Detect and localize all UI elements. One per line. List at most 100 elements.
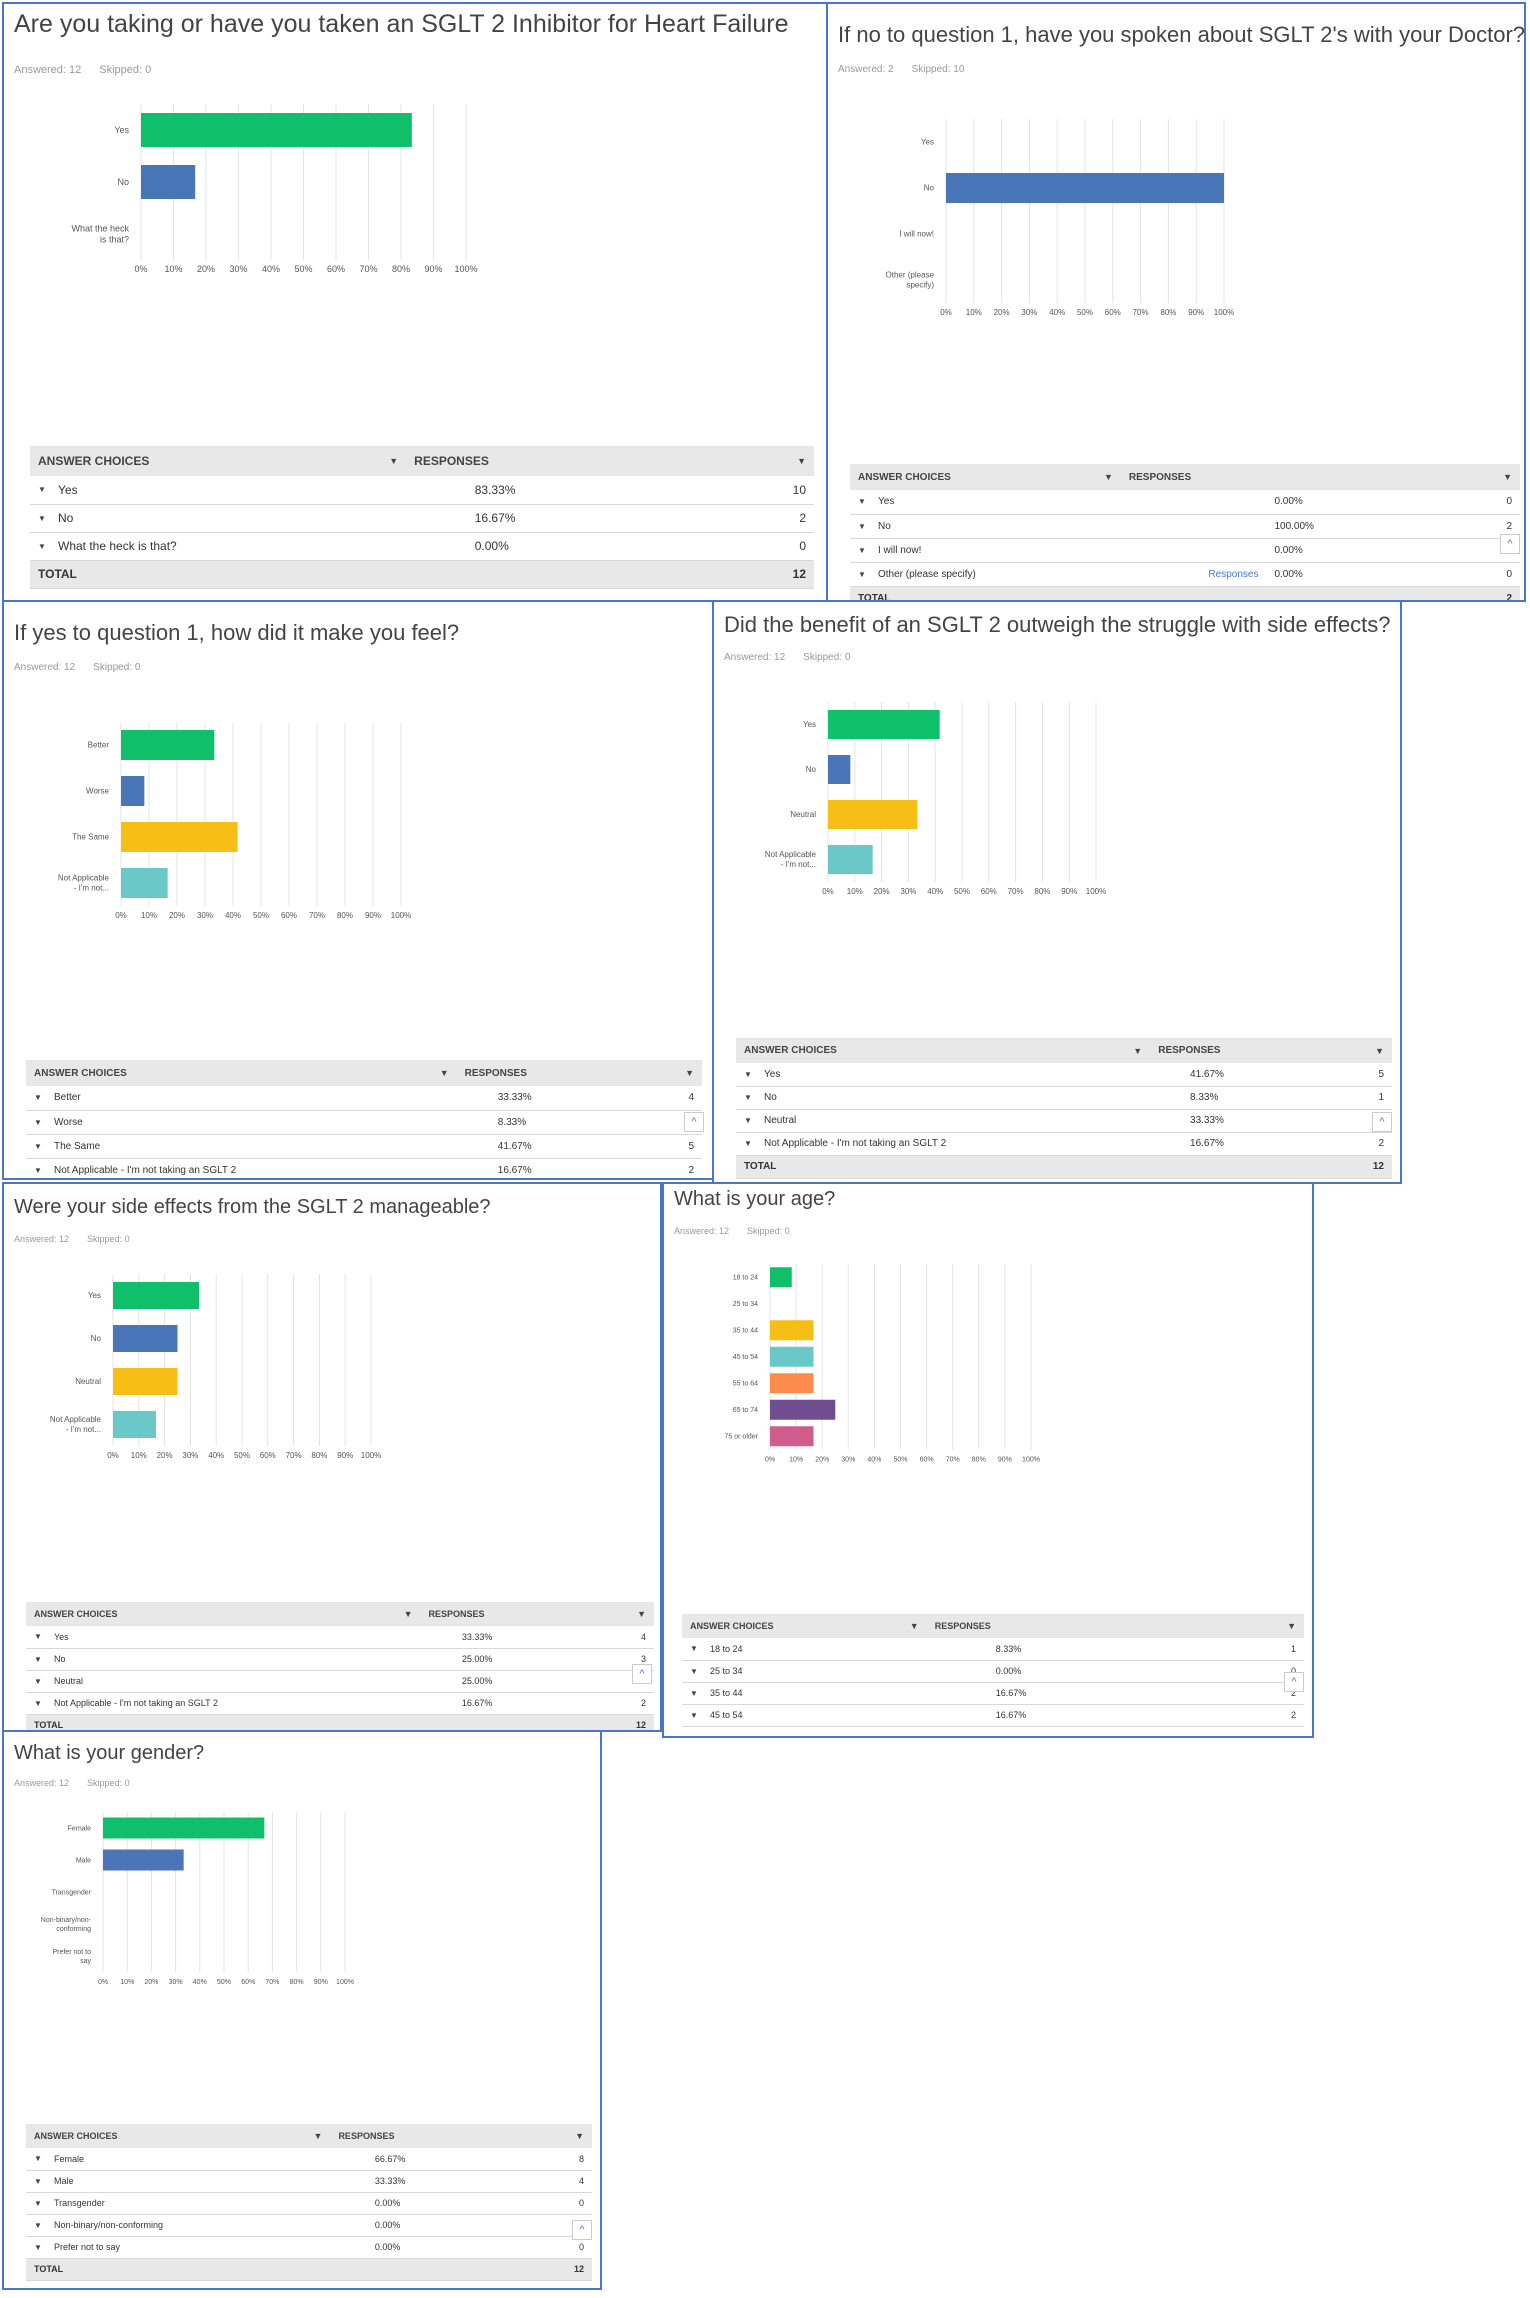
bar[interactable]: [141, 113, 412, 147]
answer-choices-header[interactable]: ANSWER CHOICES ▼: [30, 446, 407, 476]
bar[interactable]: [828, 845, 873, 874]
bar[interactable]: [113, 1282, 199, 1309]
expand-caret-icon[interactable]: ▼: [26, 1692, 46, 1715]
expand-caret-icon[interactable]: ▼: [682, 1682, 702, 1705]
expand-caret-icon[interactable]: ▼: [850, 538, 870, 563]
expand-caret-icon[interactable]: ▼: [850, 514, 870, 539]
bar[interactable]: [121, 822, 238, 852]
expand-caret-icon[interactable]: ▼: [682, 1660, 702, 1683]
answer-choices-header[interactable]: ANSWER CHOICES ▼: [26, 2124, 331, 2148]
bar[interactable]: [770, 1346, 814, 1367]
responses-header[interactable]: RESPONSES ▼: [420, 1602, 654, 1626]
bar[interactable]: [113, 1325, 178, 1352]
table-row[interactable]: ▼ What the heck is that? 0.00% 0: [30, 532, 814, 561]
expand-caret-icon[interactable]: ▼: [26, 1110, 46, 1135]
table-row[interactable]: ▼ Better 33.33% 4: [26, 1086, 702, 1111]
table-row[interactable]: ▼ Not Applicable - I'm not taking an SGLT…: [736, 1132, 1392, 1156]
bar[interactable]: [770, 1267, 792, 1288]
table-row[interactable]: ▼ Not Applicable - I'm not taking an SGLT…: [26, 1692, 654, 1715]
table-row[interactable]: ▼ No 16.67% 2: [30, 504, 814, 533]
sort-caret-icon[interactable]: ▼: [575, 2131, 584, 2141]
table-row[interactable]: ▼ Not Applicable - I'm not taking an SGLT…: [26, 1158, 702, 1178]
bar[interactable]: [121, 868, 168, 898]
responses-header[interactable]: RESPONSES ▼: [1120, 464, 1520, 490]
sort-caret-icon[interactable]: ▼: [1287, 1621, 1296, 1631]
expand-caret-icon[interactable]: ▼: [30, 532, 50, 561]
expand-caret-icon[interactable]: ▼: [30, 504, 50, 533]
sort-caret-icon[interactable]: ▼: [1133, 1045, 1143, 1056]
table-row[interactable]: ▼ Yes 41.67% 5: [736, 1063, 1392, 1087]
bar[interactable]: [946, 173, 1224, 203]
bar[interactable]: [113, 1368, 178, 1395]
expand-caret-icon[interactable]: ▼: [26, 2214, 46, 2237]
bar[interactable]: [770, 1320, 814, 1341]
bar[interactable]: [770, 1426, 814, 1447]
responses-header[interactable]: RESPONSES ▼: [406, 446, 814, 476]
q2-scroll-up-button[interactable]: ^: [1500, 534, 1520, 554]
table-row[interactable]: ▼I will now!0.00%0: [850, 538, 1520, 563]
answer-choices-header[interactable]: ANSWER CHOICES ▼: [26, 1602, 421, 1626]
expand-caret-icon[interactable]: ▼: [26, 1086, 46, 1111]
responses-header[interactable]: RESPONSES ▼: [1150, 1038, 1392, 1063]
answer-choices-header[interactable]: ANSWER CHOICES ▼: [736, 1038, 1151, 1063]
bar[interactable]: [103, 1849, 184, 1871]
table-row[interactable]: ▼ Female 66.67% 8: [26, 2148, 592, 2171]
table-row[interactable]: ▼ No 100.00% 2: [850, 514, 1520, 539]
table-row[interactable]: ▼ The Same 41.67% 5: [26, 1134, 702, 1159]
responses-link[interactable]: Responses: [1120, 562, 1267, 587]
q5-scroll-up-button[interactable]: ^: [632, 1664, 652, 1684]
table-row[interactable]: ▼ Yes 83.33% 10: [30, 476, 814, 505]
bar[interactable]: [103, 1817, 265, 1839]
answer-choices-header[interactable]: ANSWER CHOICES ▼: [682, 1614, 927, 1638]
expand-caret-icon[interactable]: ▼: [850, 490, 870, 515]
expand-caret-icon[interactable]: ▼: [26, 2192, 46, 2215]
bar[interactable]: [828, 755, 851, 784]
sort-caret-icon[interactable]: ▼: [797, 456, 806, 466]
q3-scroll-up-button[interactable]: ^: [684, 1112, 704, 1132]
table-row[interactable]: ▼ Transgender 0.00% 0: [26, 2192, 592, 2215]
expand-caret-icon[interactable]: ▼: [26, 1626, 46, 1649]
table-row[interactable]: ▼ 18 to 24 8.33% 1: [682, 1638, 1304, 1661]
bar[interactable]: [828, 710, 940, 739]
expand-caret-icon[interactable]: ▼: [736, 1132, 756, 1156]
expand-caret-icon[interactable]: ▼: [26, 1134, 46, 1159]
table-row[interactable]: ▼ 35 to 44 16.67% 2: [682, 1682, 1304, 1705]
expand-caret-icon[interactable]: ▼: [26, 2236, 46, 2259]
q6-scroll-up-button[interactable]: ^: [1284, 1672, 1304, 1692]
sort-caret-icon[interactable]: ▼: [685, 1068, 694, 1078]
expand-caret-icon[interactable]: ▼: [26, 1648, 46, 1671]
sort-caret-icon[interactable]: ▼: [313, 2131, 323, 2141]
bar[interactable]: [113, 1411, 157, 1438]
bar[interactable]: [770, 1373, 814, 1394]
sort-caret-icon[interactable]: ▼: [403, 1609, 413, 1619]
table-row[interactable]: ▼ No 8.33% 1: [736, 1086, 1392, 1110]
bar[interactable]: [828, 800, 918, 829]
table-row[interactable]: ▼ 45 to 54 16.67% 2: [682, 1704, 1304, 1727]
q4-scroll-up-button[interactable]: ^: [1372, 1112, 1392, 1132]
q7-scroll-up-button[interactable]: ^: [572, 2220, 592, 2240]
expand-caret-icon[interactable]: ▼: [736, 1109, 756, 1133]
table-row[interactable]: ▼ Yes 33.33% 4: [26, 1626, 654, 1649]
expand-caret-icon[interactable]: ▼: [682, 1638, 702, 1661]
table-row[interactable]: ▼ Other (please specify) Responses 0.00% 0: [850, 562, 1520, 587]
table-row[interactable]: ▼ 25 to 34 0.00% 0: [682, 1660, 1304, 1683]
bar[interactable]: [121, 730, 215, 760]
answer-choices-header[interactable]: ANSWER CHOICES ▼: [26, 1060, 457, 1086]
responses-header[interactable]: RESPONSES ▼: [456, 1060, 702, 1086]
expand-caret-icon[interactable]: ▼: [26, 2170, 46, 2193]
expand-caret-icon[interactable]: ▼: [26, 2148, 46, 2171]
sort-caret-icon[interactable]: ▼: [389, 456, 399, 466]
responses-header[interactable]: RESPONSES ▼: [926, 1614, 1304, 1638]
expand-caret-icon[interactable]: ▼: [30, 476, 50, 505]
bar[interactable]: [121, 776, 145, 806]
sort-caret-icon[interactable]: ▼: [1375, 1045, 1384, 1056]
bar[interactable]: [770, 1399, 836, 1420]
responses-header[interactable]: RESPONSES ▼: [330, 2124, 592, 2148]
expand-caret-icon[interactable]: ▼: [682, 1704, 702, 1727]
answer-choices-header[interactable]: ANSWER CHOICES ▼: [850, 464, 1121, 490]
sort-caret-icon[interactable]: ▼: [1103, 472, 1113, 482]
